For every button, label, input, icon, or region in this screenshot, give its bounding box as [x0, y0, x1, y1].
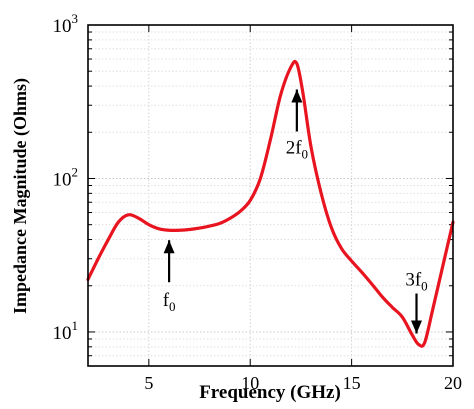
annotation-label: f0 [163, 290, 176, 314]
y-axis-label: Impedance Magnitude (Ohms) [10, 78, 31, 314]
y-tick-label-base: 10 [53, 16, 72, 37]
x-axis-label: Frequency (GHz) [199, 382, 341, 403]
y-tick-label-exponent: 1 [72, 318, 79, 333]
impedance-series-line [86, 59, 455, 348]
series-layer [86, 59, 455, 348]
y-tick-label: 103 [53, 11, 79, 37]
y-tick-label-exponent: 3 [72, 11, 79, 26]
annotation-arrow-head [163, 240, 175, 254]
annotation-arrow-head [411, 320, 422, 334]
y-tick-label: 102 [53, 164, 79, 190]
annotation-label: 2f0 [286, 137, 308, 161]
y-tick-label: 101 [53, 318, 79, 344]
x-tick-label: 5 [144, 373, 153, 393]
x-tick-label: 20 [444, 373, 462, 393]
annotation-arrow-head [291, 89, 303, 103]
y-tick-label-base: 10 [53, 323, 72, 344]
y-tick-label-exponent: 2 [72, 164, 79, 179]
annotation-label-base: 3f [405, 270, 422, 291]
annotation-label-subscript: 0 [169, 299, 176, 314]
annotation-label: 3f0 [405, 270, 427, 294]
annotation-label-subscript: 0 [302, 146, 309, 161]
x-tick-label: 10 [241, 373, 259, 393]
annotation-label-base: 2f [286, 137, 303, 158]
annotation-label-base: f [163, 290, 170, 311]
plot-frame [87, 24, 454, 367]
annotation-label-subscript: 0 [421, 279, 428, 294]
x-tick-label: 15 [343, 373, 361, 393]
y-tick-label-base: 10 [53, 169, 72, 190]
